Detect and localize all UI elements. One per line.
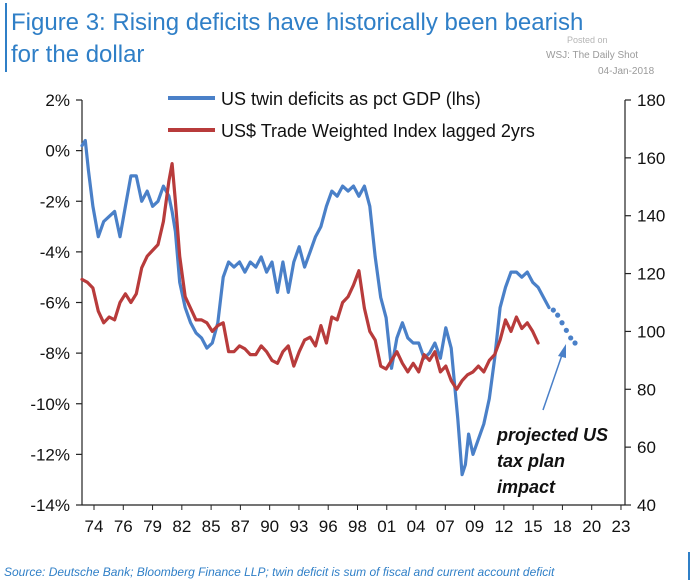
annotation-arrow-head xyxy=(558,344,566,358)
y-left-tick-label: -4% xyxy=(40,243,70,262)
x-tick-label: 15 xyxy=(524,517,543,536)
x-tick-label: 20 xyxy=(582,517,601,536)
x-tick-label: 79 xyxy=(143,517,162,536)
y-axis-right-ticks: 180 160 140 120 100 80 60 40 xyxy=(625,91,665,515)
y-left-tick-label: 0% xyxy=(45,142,70,161)
legend: US twin deficits as pct GDP (lhs) US$ Tr… xyxy=(168,89,535,141)
x-tick-label: 76 xyxy=(114,517,133,536)
x-tick-label: 18 xyxy=(553,517,572,536)
x-tick-label: 09 xyxy=(465,517,484,536)
y-right-tick-label: 60 xyxy=(637,438,656,457)
y-left-tick-label: -8% xyxy=(40,344,70,363)
x-tick-label: 07 xyxy=(436,517,455,536)
projection-point xyxy=(550,307,556,313)
y-axis-left-ticks: 2% 0% -2% -4% -6% -8% -10% -12% -14% xyxy=(30,91,82,515)
chart-title-line2: for the dollar xyxy=(11,41,144,68)
projection-point xyxy=(572,340,578,346)
y-right-tick-label: 40 xyxy=(637,496,656,515)
legend-label-red: US$ Trade Weighted Index lagged 2yrs xyxy=(221,121,535,141)
y-left-tick-label: -2% xyxy=(40,192,70,211)
x-tick-label: 87 xyxy=(231,517,250,536)
annotation: projected US tax plan impact xyxy=(496,344,608,497)
y-right-tick-label: 100 xyxy=(637,322,665,341)
x-tick-label: 98 xyxy=(348,517,367,536)
x-tick-label: 23 xyxy=(612,517,631,536)
x-tick-label: 93 xyxy=(289,517,308,536)
y-left-tick-label: -10% xyxy=(30,395,70,414)
projection-point xyxy=(563,327,569,333)
series-line-trade-weighted-index xyxy=(80,162,540,391)
x-tick-label: 74 xyxy=(85,517,104,536)
y-right-tick-label: 120 xyxy=(637,265,665,284)
projection-point xyxy=(568,335,574,341)
y-left-tick-label: -6% xyxy=(40,294,70,313)
y-left-tick-label: 2% xyxy=(45,91,70,110)
y-right-tick-label: 80 xyxy=(637,380,656,399)
watermark-date: 04-Jan-2018 xyxy=(598,66,655,77)
annotation-line1: projected US xyxy=(496,425,608,445)
watermark-posted: Posted on xyxy=(567,35,608,45)
y-right-tick-label: 140 xyxy=(637,207,665,226)
x-tick-label: 12 xyxy=(494,517,513,536)
annotation-line3: impact xyxy=(497,477,556,497)
y-left-tick-label: -14% xyxy=(30,496,70,515)
x-tick-label: 01 xyxy=(377,517,396,536)
legend-label-blue: US twin deficits as pct GDP (lhs) xyxy=(221,89,481,109)
x-tick-label: 90 xyxy=(260,517,279,536)
x-tick-label: 85 xyxy=(202,517,221,536)
series-layer xyxy=(80,138,578,477)
series-line-twin-deficits xyxy=(80,138,551,477)
watermark-source: WSJ: The Daily Shot xyxy=(546,50,638,61)
projection-point xyxy=(559,320,565,326)
y-right-tick-label: 160 xyxy=(637,149,665,168)
x-tick-label: 96 xyxy=(319,517,338,536)
x-tick-label: 04 xyxy=(407,517,426,536)
x-axis-ticks: 74 76 79 82 85 87 90 93 96 98 01 04 07 09 12 15 18 20 23 xyxy=(85,505,631,536)
annotation-line2: tax plan xyxy=(497,451,565,471)
y-right-tick-label: 180 xyxy=(637,91,665,110)
y-left-tick-label: -12% xyxy=(30,445,70,464)
projection-point xyxy=(555,312,561,318)
x-tick-label: 82 xyxy=(172,517,191,536)
source-footnote: Source: Deutsche Bank; Bloomberg Finance… xyxy=(4,565,555,579)
chart-title-line1: Figure 3: Rising deficits have historica… xyxy=(11,9,583,36)
annotation-arrow-shaft xyxy=(542,351,564,411)
